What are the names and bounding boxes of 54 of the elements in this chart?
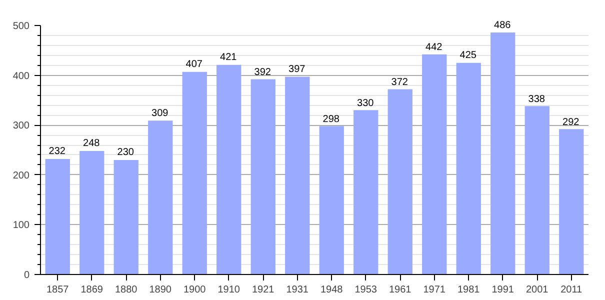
y-tick-label: 100 xyxy=(12,220,30,232)
x-tick-label: 1900 xyxy=(184,284,206,296)
x-tick-label: 1880 xyxy=(115,284,138,296)
x-tick-label: 1981 xyxy=(458,284,480,296)
bar xyxy=(559,129,584,274)
x-tick-label: 1931 xyxy=(286,284,309,296)
bar xyxy=(422,54,447,274)
bar xyxy=(182,72,207,274)
data-label: 230 xyxy=(117,147,134,158)
x-tick-label: 2011 xyxy=(560,284,583,296)
data-label: 425 xyxy=(460,50,476,62)
data-label: 338 xyxy=(528,94,545,105)
x-tick-label: 1961 xyxy=(389,284,412,296)
data-label: 442 xyxy=(426,42,442,53)
bar xyxy=(388,89,412,274)
x-tick-label: 1910 xyxy=(218,284,240,296)
data-label: 330 xyxy=(357,98,374,109)
data-label: 298 xyxy=(322,114,340,125)
x-tick-label: 1953 xyxy=(354,284,378,296)
y-tick-label: 500 xyxy=(12,21,30,32)
y-tick-label: 300 xyxy=(12,120,30,132)
x-tick-label: 1971 xyxy=(423,284,446,296)
data-label: 407 xyxy=(186,59,202,70)
data-label: 392 xyxy=(254,66,271,78)
x-tick-label: 1921 xyxy=(252,284,275,296)
data-label: 486 xyxy=(494,20,511,31)
x-tick-label: 1869 xyxy=(80,284,104,296)
data-label: 292 xyxy=(562,116,580,128)
bar xyxy=(80,150,104,274)
bar xyxy=(114,160,138,274)
bar xyxy=(490,32,516,274)
data-label: 232 xyxy=(48,146,66,158)
y-tick-label: 0 xyxy=(24,270,30,281)
bar xyxy=(250,79,276,274)
bar xyxy=(148,120,173,274)
data-label: 309 xyxy=(152,108,168,120)
x-tick-label: 1890 xyxy=(149,284,172,296)
x-tick-label: 1857 xyxy=(46,284,70,296)
x-tick-label: 1991 xyxy=(492,284,514,296)
data-label: 397 xyxy=(288,64,306,76)
data-label: 248 xyxy=(83,138,100,150)
bar xyxy=(285,76,310,274)
bar xyxy=(216,64,242,274)
bar xyxy=(354,110,378,274)
bar xyxy=(45,158,70,274)
y-tick-label: 400 xyxy=(12,70,30,82)
bar xyxy=(319,126,344,274)
x-tick-label: 1948 xyxy=(320,284,344,296)
y-tick-label: 200 xyxy=(12,170,30,182)
data-label: 421 xyxy=(220,52,237,64)
x-tick-label: 2001 xyxy=(526,284,549,296)
bar xyxy=(456,62,481,274)
data-label: 372 xyxy=(391,76,408,88)
bar xyxy=(524,106,550,274)
